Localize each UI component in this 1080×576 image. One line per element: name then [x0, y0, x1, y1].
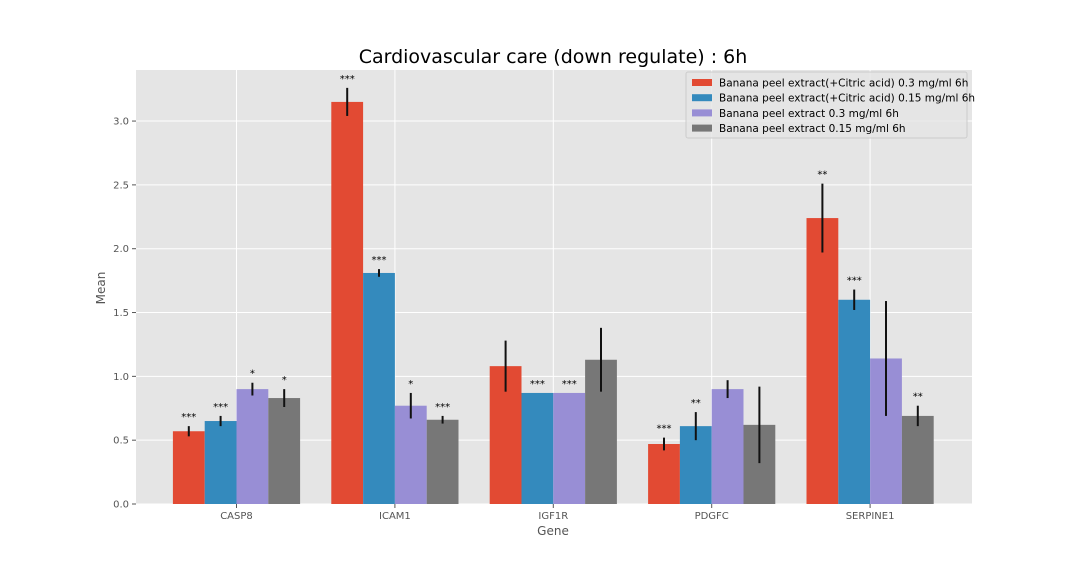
legend-entry-label: Banana peel extract 0.15 mg/ml 6h: [719, 123, 906, 135]
bar-igf1r-series-1: [521, 392, 554, 504]
axis-layer: 0.0 0.5 1.0 1.5 2.0 2.5 3.0 CASP8 ICAM1 IGF1R PDGF…: [113, 117, 894, 522]
y-tick-label: 2.0: [113, 244, 129, 255]
bar-serpine1-series-0: [806, 218, 839, 504]
x-tick-label: PDGFC: [695, 511, 729, 522]
y-tick-label: 2.5: [113, 180, 129, 191]
significance-label: ***: [213, 402, 228, 413]
significance-label: *: [282, 375, 287, 386]
significance-label: ***: [562, 379, 577, 390]
legend-swatch: [692, 124, 712, 132]
bar-serpine1-series-3: [901, 415, 934, 504]
legend-entry-label: Banana peel extract(+Citric acid) 0.15 m…: [719, 93, 975, 105]
significance-label: **: [913, 392, 923, 403]
bar-igf1r-series-2: [553, 392, 586, 504]
significance-label: ***: [530, 379, 545, 390]
significance-label: ***: [435, 402, 450, 413]
y-tick-label: 1.5: [113, 308, 129, 319]
bar-serpine1-series-1: [838, 299, 871, 504]
significance-label: *: [408, 379, 413, 390]
significance-label: **: [691, 398, 701, 409]
x-tick-label: IGF1R: [538, 511, 568, 522]
legend-swatch: [692, 109, 712, 117]
legend-box: [685, 71, 968, 139]
chart-title: Cardiovascular care (down regulate) : 6h: [359, 46, 748, 68]
y-tick-label: 1.0: [113, 372, 129, 383]
bar-casp8-series-2: [236, 389, 269, 504]
bar-icam1-series-1: [363, 272, 395, 504]
legend-entry-label: Banana peel extract 0.3 mg/ml 6h: [719, 108, 899, 120]
significance-label: ***: [847, 276, 862, 287]
legend-swatch: [692, 79, 712, 86]
y-tick-label: 0.5: [113, 436, 129, 447]
bar-pdgfc-series-2: [711, 389, 744, 504]
bar-pdgfc-series-0: [648, 444, 680, 504]
x-axis-label: Gene: [537, 524, 569, 538]
significance-label: *: [250, 369, 255, 380]
significance-label: ***: [657, 424, 672, 435]
y-axis-label: Mean: [94, 272, 108, 305]
significance-label: ***: [372, 255, 387, 266]
x-tick-label: SERPINE1: [846, 511, 895, 522]
significance-label: ***: [340, 74, 355, 85]
bar-icam1-series-2: [394, 405, 427, 504]
significance-label: **: [817, 170, 827, 181]
bar-icam1-series-0: [331, 101, 364, 504]
bar-casp8-series-0: [172, 431, 205, 504]
significance-label: ***: [181, 412, 196, 423]
bar-casp8-series-3: [268, 398, 301, 504]
legend: Banana peel extract(+Citric acid) 0.3 mg…: [685, 71, 975, 139]
y-tick-label: 3.0: [113, 117, 129, 128]
bar-casp8-series-1: [204, 421, 237, 504]
legend-swatch: [692, 94, 712, 102]
legend-entry-label: Banana peel extract(+Citric acid) 0.3 mg…: [719, 78, 968, 90]
bar-icam1-series-3: [426, 419, 459, 504]
bars-layer: ********************* ***************: [172, 74, 934, 504]
x-tick-label: CASP8: [220, 511, 253, 522]
y-tick-label: 0.0: [113, 500, 129, 511]
x-tick-label: ICAM1: [379, 511, 411, 522]
